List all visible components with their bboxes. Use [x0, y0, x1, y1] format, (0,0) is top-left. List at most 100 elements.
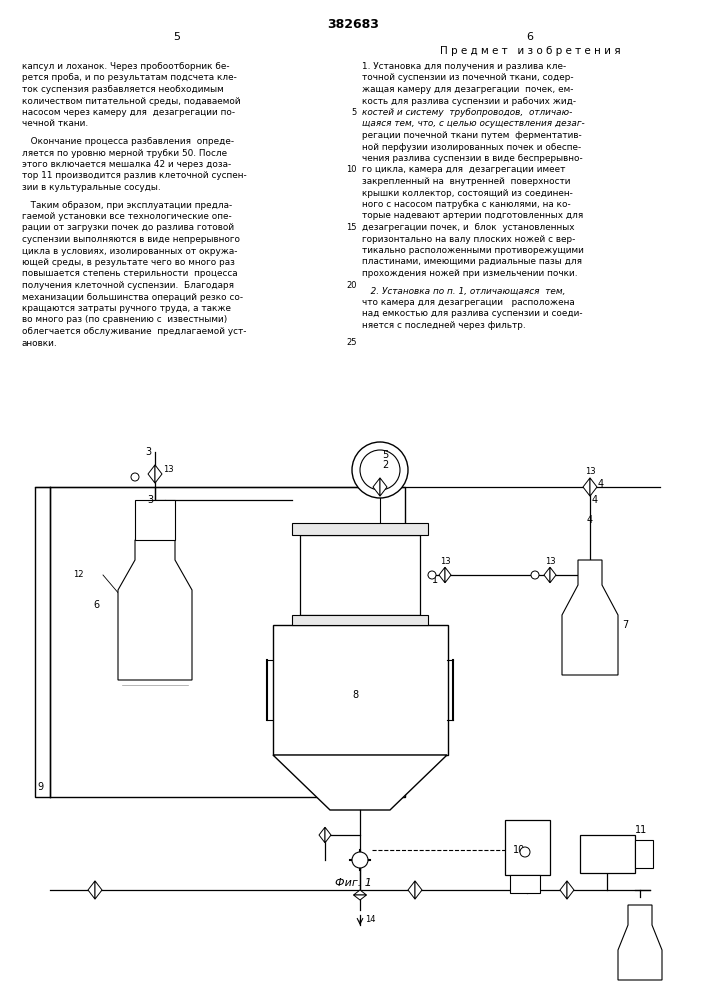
Polygon shape: [354, 890, 366, 895]
Text: гаемой установки все технологические опе-: гаемой установки все технологические опе…: [22, 212, 232, 221]
Polygon shape: [583, 478, 590, 496]
Text: капсул и лоханок. Через пробоотборник бе-: капсул и лоханок. Через пробоотборник бе…: [22, 62, 230, 71]
Text: Фиг. 1: Фиг. 1: [334, 878, 371, 888]
Bar: [35, 487, 405, 797]
Text: суспензии выполняются в виде непрерывного: суспензии выполняются в виде непрерывног…: [22, 235, 240, 244]
Polygon shape: [155, 465, 162, 483]
Text: 1: 1: [432, 575, 438, 585]
Polygon shape: [445, 567, 451, 583]
Text: 11: 11: [635, 825, 647, 835]
Text: П р е д м е т   и з о б р е т е н и я: П р е д м е т и з о б р е т е н и я: [440, 46, 620, 56]
Polygon shape: [118, 540, 192, 680]
Text: 25: 25: [346, 338, 357, 347]
Text: насосом через камеру для  дезагрегации по-: насосом через камеру для дезагрегации по…: [22, 108, 235, 117]
Ellipse shape: [352, 852, 368, 868]
Polygon shape: [408, 881, 415, 899]
Text: 10: 10: [513, 845, 525, 855]
Text: 13: 13: [585, 467, 595, 476]
Polygon shape: [319, 827, 325, 843]
Text: 6: 6: [527, 32, 534, 42]
Text: количеством питательной среды, подаваемой: количеством питательной среды, подаваемо…: [22, 97, 240, 105]
Text: 15: 15: [346, 223, 357, 232]
Bar: [510, 875, 540, 893]
Text: торые надевают артерии подготовленных для: торые надевают артерии подготовленных дл…: [362, 212, 583, 221]
Text: 5: 5: [352, 108, 357, 117]
Text: механизации большинства операций резко со-: механизации большинства операций резко с…: [22, 292, 243, 302]
Text: кость для разлива суспензии и рабочих жид-: кость для разлива суспензии и рабочих жи…: [362, 97, 576, 105]
Polygon shape: [354, 895, 366, 900]
Text: 2. Установка по п. 1, отличающаяся  тем,: 2. Установка по п. 1, отличающаяся тем,: [362, 286, 566, 296]
Polygon shape: [567, 881, 574, 899]
Bar: [505, 820, 550, 875]
Text: чения разлива суспензии в виде беспрерывно-: чения разлива суспензии в виде беспрерыв…: [362, 154, 583, 163]
Bar: [635, 840, 653, 868]
Text: 2: 2: [382, 460, 388, 470]
Text: 10: 10: [346, 165, 357, 174]
Polygon shape: [560, 881, 567, 899]
Text: крышки коллектор, состоящий из соединен-: крышки коллектор, состоящий из соединен-: [362, 188, 573, 198]
Text: 7: 7: [622, 620, 629, 630]
Polygon shape: [544, 567, 550, 583]
Text: что камера для дезагрегации   расположена: что камера для дезагрегации расположена: [362, 298, 575, 307]
Text: Окончание процесса разбавления  опреде-: Окончание процесса разбавления опреде-: [22, 137, 234, 146]
Ellipse shape: [360, 450, 400, 490]
Text: 14: 14: [365, 915, 375, 924]
Text: зии в культуральные сосуды.: зии в культуральные сосуды.: [22, 183, 160, 192]
Ellipse shape: [131, 473, 139, 481]
Text: ющей среды, в результате чего во много раз: ющей среды, в результате чего во много р…: [22, 258, 235, 267]
Text: во много раз (по сравнению с  известными): во много раз (по сравнению с известными): [22, 316, 227, 324]
Polygon shape: [439, 567, 445, 583]
Ellipse shape: [352, 442, 408, 498]
Text: 382683: 382683: [327, 18, 379, 31]
Text: рации от загрузки почек до разлива готовой: рации от загрузки почек до разлива готов…: [22, 224, 234, 232]
Text: ного с насосом патрубка с канюлями, на ко-: ного с насосом патрубка с канюлями, на к…: [362, 200, 571, 209]
Bar: [292, 615, 428, 625]
Text: няется с последней через фильтр.: няется с последней через фильтр.: [362, 321, 525, 330]
Text: го цикла, камера для  дезагрегации имеет: го цикла, камера для дезагрегации имеет: [362, 165, 566, 174]
Text: пластинами, имеющими радиальные пазы для: пластинами, имеющими радиальные пазы для: [362, 257, 582, 266]
Bar: [135, 500, 175, 540]
Text: закрепленный на  внутренней  поверхности: закрепленный на внутренней поверхности: [362, 177, 571, 186]
Ellipse shape: [428, 571, 436, 579]
Text: ляется по уровню мерной трубки 50. После: ляется по уровню мерной трубки 50. После: [22, 148, 227, 157]
Text: цикла в условиях, изолированных от окружа-: цикла в условиях, изолированных от окруж…: [22, 246, 238, 255]
Text: 5: 5: [173, 32, 180, 42]
Text: дезагрегации почек, и  блок  установленных: дезагрегации почек, и блок установленных: [362, 223, 575, 232]
Polygon shape: [273, 755, 447, 810]
Polygon shape: [562, 560, 618, 675]
Text: 13: 13: [163, 465, 174, 474]
Text: рется проба, и по результатам подсчета кле-: рется проба, и по результатам подсчета к…: [22, 74, 237, 83]
Text: 5: 5: [382, 450, 388, 460]
Text: получения клеточной суспензии.  Благодаря: получения клеточной суспензии. Благодаря: [22, 281, 234, 290]
Text: тикально расположенными противорежущими: тикально расположенными противорежущими: [362, 246, 584, 255]
Text: ановки.: ановки.: [22, 338, 58, 348]
Bar: [273, 625, 448, 755]
Ellipse shape: [531, 571, 539, 579]
Text: ной перфузии изолированных почек и обеспе-: ной перфузии изолированных почек и обесп…: [362, 142, 581, 151]
Text: 3: 3: [145, 447, 151, 457]
Text: щаяся тем, что, с целью осуществления дезаг-: щаяся тем, что, с целью осуществления де…: [362, 119, 585, 128]
Text: горизонтально на валу плоских ножей с вер-: горизонтально на валу плоских ножей с ве…: [362, 234, 575, 243]
Polygon shape: [415, 881, 422, 899]
Text: жащая камеру для дезагрегации  почек, ем-: жащая камеру для дезагрегации почек, ем-: [362, 85, 573, 94]
Text: прохождения ножей при измельчении почки.: прохождения ножей при измельчении почки.: [362, 269, 578, 278]
Text: точной суспензии из почечной ткани, содер-: точной суспензии из почечной ткани, соде…: [362, 74, 573, 83]
Ellipse shape: [520, 847, 530, 857]
Polygon shape: [380, 478, 387, 496]
Text: регации почечной ткани путем  ферментатив-: регации почечной ткани путем ферментатив…: [362, 131, 582, 140]
Text: ток суспензия разбавляется необходимым: ток суспензия разбавляется необходимым: [22, 85, 223, 94]
Bar: [292, 523, 428, 535]
Polygon shape: [373, 478, 380, 496]
Polygon shape: [88, 881, 95, 899]
Polygon shape: [590, 478, 597, 496]
Text: Таким образом, при эксплуатации предла-: Таким образом, при эксплуатации предла-: [22, 200, 233, 210]
Text: 4: 4: [587, 515, 593, 525]
Bar: [580, 835, 635, 873]
Text: повышается степень стерильности  процесса: повышается степень стерильности процесса: [22, 269, 238, 278]
Text: тор 11 производится разлив клеточной суспен-: тор 11 производится разлив клеточной сус…: [22, 172, 247, 180]
Text: 4: 4: [598, 479, 604, 489]
Polygon shape: [95, 881, 102, 899]
Text: кращаются затраты ручного труда, а также: кращаются затраты ручного труда, а также: [22, 304, 231, 313]
Text: облегчается обслуживание  предлагаемой уст-: облегчается обслуживание предлагаемой ус…: [22, 327, 247, 336]
Text: этого включается мешалка 42 и через доза-: этого включается мешалка 42 и через доза…: [22, 160, 231, 169]
